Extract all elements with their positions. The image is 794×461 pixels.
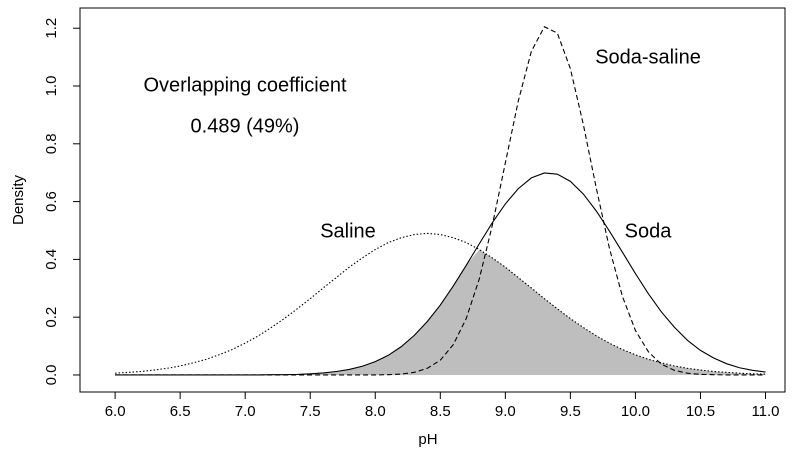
x-tick-label: 9.0: [495, 403, 516, 420]
x-tick-label: 10.0: [621, 403, 650, 420]
x-tick-label: 6.0: [105, 403, 126, 420]
overlap-area: [115, 249, 766, 375]
annotation: Overlapping coefficient: [143, 74, 347, 96]
y-tick-label: 0.0: [43, 365, 60, 386]
y-tick-label: 1.2: [43, 18, 60, 39]
x-tick-label: 9.5: [560, 403, 581, 420]
density-curve: [115, 232, 766, 375]
curve-label: Saline: [320, 220, 376, 242]
x-tick-label: 8.5: [430, 403, 451, 420]
curve-label: Soda-saline: [595, 46, 701, 68]
x-tick-label: 8.0: [365, 403, 386, 420]
x-tick-label: 11.0: [751, 403, 779, 420]
curve-label: Soda: [625, 220, 673, 242]
annotation: 0.489 (49%): [191, 115, 300, 137]
plot-frame: [79, 7, 786, 393]
y-tick-label: 0.6: [43, 191, 60, 212]
x-tick-label: 7.5: [300, 403, 321, 420]
x-tick-label: 6.5: [170, 403, 191, 420]
y-tick-label: 0.4: [43, 249, 60, 270]
y-tick-label: 0.2: [43, 307, 60, 328]
x-tick-label: 7.0: [235, 403, 256, 420]
x-axis-label: pH: [418, 431, 437, 448]
y-tick-label: 0.8: [43, 133, 60, 154]
x-tick-label: 10.5: [686, 403, 715, 420]
y-axis-label: Density: [10, 174, 27, 225]
y-tick-label: 1.0: [43, 76, 60, 97]
density-curve: [115, 26, 766, 376]
